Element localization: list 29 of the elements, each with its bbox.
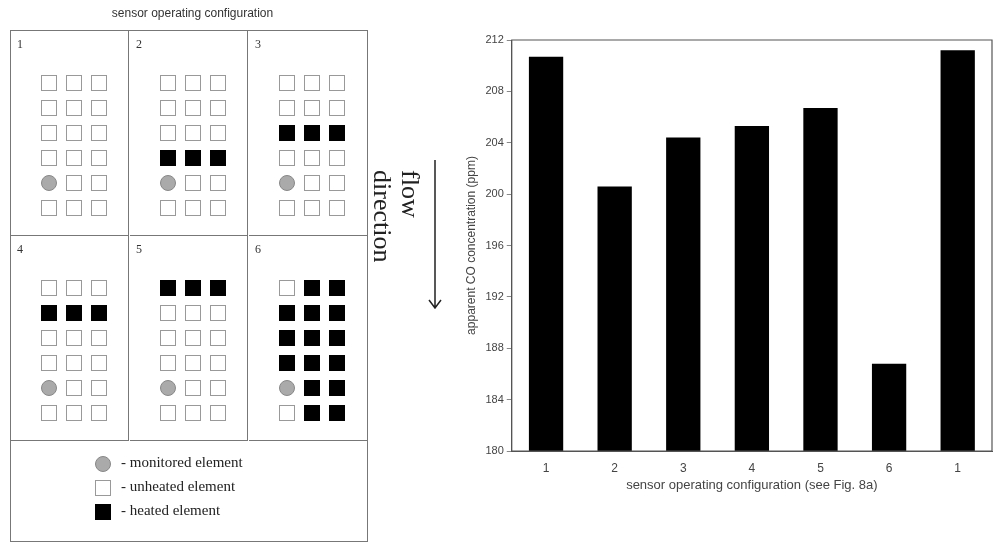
x-tick-label: 6 [885,460,893,475]
x-tick-label: 5 [817,460,825,475]
text: 5 [136,242,142,257]
y-tick-label: 192 [485,289,504,302]
text: - unheated element [121,478,236,495]
y-axis-title: apparent CO concentration (ppm) [463,156,478,335]
y-tick-label: 184 [485,392,504,405]
y-tick-label: 188 [485,341,504,354]
y-tick-label: 200 [485,187,504,200]
x-tick-label: 1 [954,460,962,475]
text: sensor operating configuration [110,6,275,20]
y-tick-label: 208 [485,84,504,97]
x-axis-title: sensor operating configuration (see Fig. 8a) [626,476,878,492]
y-tick-label: 204 [485,135,504,148]
text: 6 [255,242,261,257]
text: 3 [255,37,261,52]
text: 2 [136,37,142,52]
x-tick-label: 2 [611,460,619,475]
y-tick-label: 212 [485,33,504,46]
x-tick-label: 1 [542,460,550,475]
y-tick-label: 180 [485,444,504,457]
text: - heated element [121,502,221,519]
text: 4 [17,242,23,257]
text: 1 [17,37,23,52]
text: flow direction [368,170,425,265]
x-tick-label: 4 [748,460,756,475]
y-tick-label: 196 [485,238,504,251]
x-tick-label: 3 [679,460,687,475]
text: - monitored element [121,454,243,471]
